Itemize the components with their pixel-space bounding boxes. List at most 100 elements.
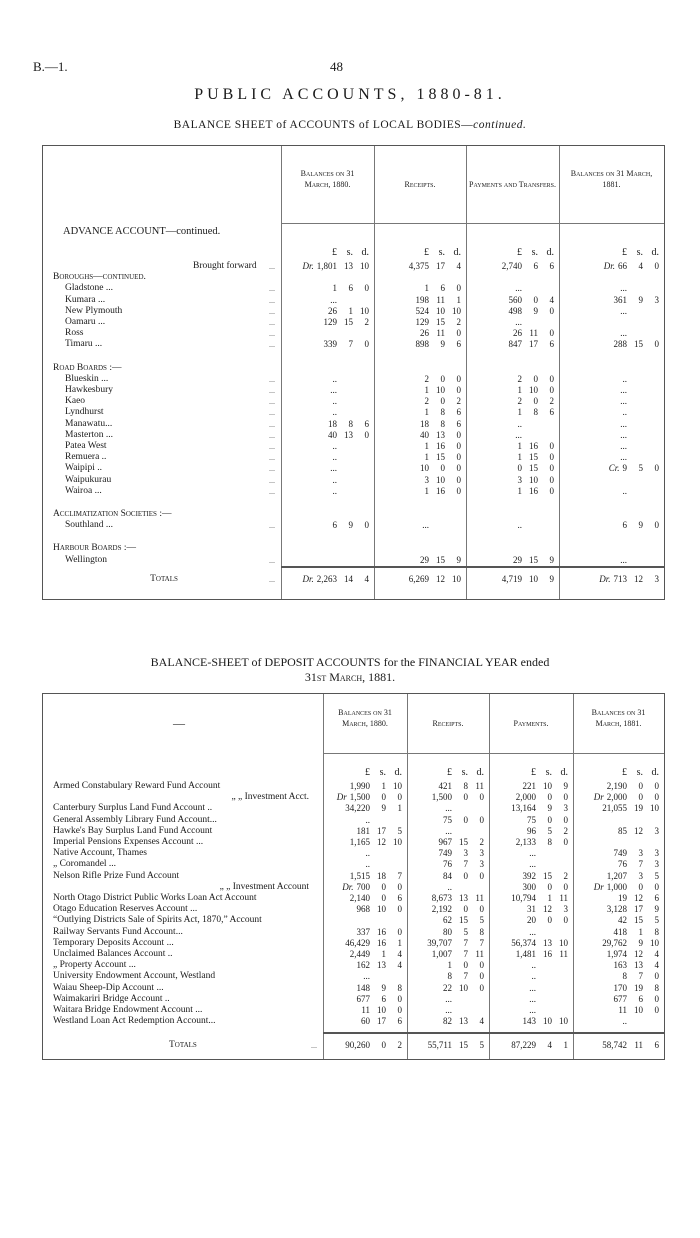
amount-cell: 20 0 0 (524, 915, 568, 926)
amount-pounds: 96 (527, 825, 536, 836)
amount-pounds: ... (620, 452, 627, 463)
amount-cell: 55,711 15 5 (425, 1040, 484, 1051)
amount-cell: ... (617, 283, 659, 294)
amount-prefix: Dr. (599, 574, 611, 584)
amount-shillings: 4 (547, 1040, 553, 1050)
unit-pounds: £ (517, 247, 522, 258)
amount-pounds: 31 (527, 904, 536, 915)
table-row: Remuera ....... 1 15 0 1 15 0... (43, 452, 664, 463)
amount-pounds: 58,742 (602, 1040, 627, 1050)
unit-shillings: s. (438, 247, 445, 258)
amount-pounds: 392 (522, 870, 537, 881)
amount-pounds: .. (622, 373, 628, 384)
amount-pounds: 1 (424, 485, 430, 496)
amount-cell: 1 16 0 (515, 486, 555, 497)
amount-pounds: 847 (508, 339, 523, 350)
amount-shillings: 7 (463, 859, 469, 870)
amount-pounds: 80 (443, 926, 452, 937)
amount-cell: 129 15 2 (321, 317, 370, 328)
column-divider (466, 146, 467, 599)
amount-prefix: Dr. (342, 881, 354, 892)
amount-pounds: 2 (424, 396, 430, 407)
amount-cell: ... (617, 441, 659, 452)
amount-cell: 11 10 0 (615, 1005, 659, 1016)
amount-pounds: 1 (517, 385, 523, 395)
amount-pence: 9 (549, 574, 555, 584)
amount-cell: 749 3 3 (436, 848, 485, 859)
totals-row: Totals... Dr. 2,263 14 4 6,269 12 10 4,719 10 9 Dr.… (43, 574, 664, 585)
amount-pounds: 2,740 (501, 261, 522, 271)
amount-pence: 0 (456, 373, 462, 384)
amount-pounds: 1,515 (349, 870, 370, 881)
amount-pounds: .. (365, 848, 371, 859)
amount-shillings: 0 (463, 814, 469, 825)
column-header: Receipts. (404, 179, 436, 189)
leader-dots: ... (269, 397, 275, 407)
amount-cell: Dr. 66 4 0 (604, 261, 659, 272)
amount-cell (624, 317, 659, 328)
row-label: Masterton ... (65, 429, 114, 440)
row-label: „ „ Investment Acct. (231, 792, 309, 803)
amount-pounds: 1,481 (515, 949, 536, 959)
row-label: Waipipi .. (65, 463, 102, 474)
table-row: Waiau Sheep-Dip Account ... 148 9 8 22 10 0...… (43, 983, 664, 994)
amount-pence: 10 (393, 781, 402, 791)
amount-pence: 0 (456, 463, 462, 474)
row-label: Kumara ... (65, 294, 106, 305)
amount-shillings: 7 (348, 339, 354, 350)
row-label: Hawke's Bay Surplus Land Fund Account (53, 825, 213, 836)
amount-cell: ... (526, 983, 568, 994)
units-label: £ s. d. (531, 767, 568, 778)
amount-pence: 6 (397, 1016, 403, 1027)
amount-cell: 1,165 12 10 (347, 837, 402, 848)
amount-cell: 2,140 0 6 (347, 893, 402, 904)
amount-cell: 1 16 0 (422, 486, 462, 497)
unit-pence: d. (476, 767, 485, 778)
units-label: £ s. d. (622, 247, 659, 258)
amount-cell: .. (620, 1016, 660, 1027)
amount-pounds: 968 (356, 904, 371, 915)
row-label: New Plymouth (65, 305, 123, 316)
amount-pence: 0 (479, 971, 485, 982)
amount-cell: 2,192 0 0 (429, 904, 484, 915)
amount-pounds: .. (531, 960, 537, 971)
amount-cell: 418 1 8 (611, 927, 660, 938)
amount-pence: 10 (559, 937, 568, 948)
amount-pence: 0 (549, 328, 555, 339)
amount-pounds: 148 (356, 982, 371, 993)
amount-pence: 5 (654, 915, 660, 926)
amount-cell: 26 1 10 (325, 306, 369, 317)
amount-pounds: 40 (328, 429, 337, 440)
column-divider (489, 694, 490, 1059)
leader-dots: ... (269, 374, 275, 384)
amount-cell: 75 0 0 (440, 815, 484, 826)
amount-pence: 0 (364, 520, 370, 531)
table-row: Native Account, Thames.. 749 3 3... 749 3 3 (43, 848, 664, 859)
leader-dots: ... (269, 306, 275, 316)
amount-pence: 0 (479, 870, 485, 881)
amount-pounds: 361 (613, 294, 628, 305)
unit-pence: d. (560, 767, 569, 778)
amount-shillings: 13 (344, 429, 353, 440)
amount-pounds: 163 (613, 960, 628, 971)
amount-shillings: 11 (634, 1040, 643, 1050)
amount-pounds: 700 (356, 881, 371, 892)
amount-pence: 0 (456, 485, 462, 496)
group-heading: Road Boards :— (53, 362, 122, 373)
amount-pounds: 898 (415, 339, 430, 350)
amount-cell: 82 13 4 (440, 1016, 484, 1027)
amount-pounds: 6 (332, 520, 338, 531)
amount-cell: 1 10 0 (422, 385, 462, 396)
amount-pounds: 749 (438, 848, 453, 859)
amount-pence: 0 (549, 305, 555, 316)
amount-pounds: ... (620, 429, 627, 440)
amount-shillings: 10 (436, 305, 445, 316)
table-row: „ „ Investment Account Dr. 700 0 0.. 300 0 0 Dr 1… (43, 882, 664, 893)
column-divider (323, 694, 324, 1059)
amount-pounds: 20 (527, 915, 536, 926)
table-row: General Assembly Library Fund Account...… (43, 815, 664, 826)
amount-pence: 3 (654, 294, 660, 305)
